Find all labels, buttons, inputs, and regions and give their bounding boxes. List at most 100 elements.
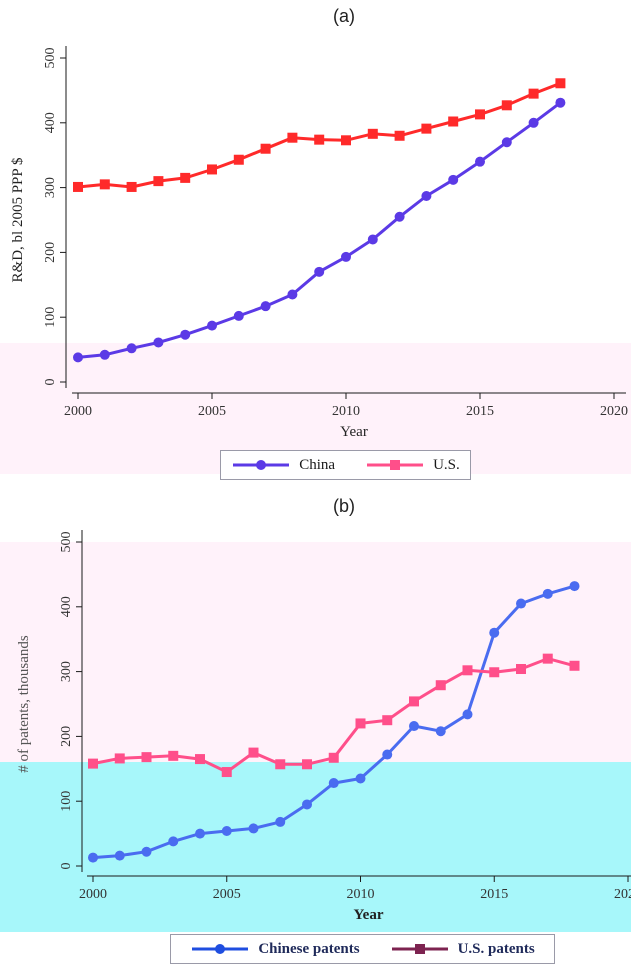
data-point — [207, 164, 217, 175]
data-point — [207, 320, 217, 331]
data-point — [409, 696, 419, 707]
data-point — [462, 709, 473, 720]
chart-b: 0 100 200 300 400 500 2000 2005 2010 2015 2020 Year… — [0, 530, 631, 932]
data-point — [489, 627, 500, 638]
legend-b-us-label: U.S. patents — [457, 940, 535, 957]
legend-b-china-label: Chinese patents — [258, 940, 360, 957]
data-point — [168, 836, 179, 847]
y-tick-label: 200 — [59, 726, 74, 747]
data-point — [275, 759, 286, 770]
data-point — [475, 109, 485, 120]
data-point — [341, 251, 351, 262]
x-tick-label: 2020 — [614, 887, 631, 902]
y-tick-label: 300 — [43, 177, 58, 198]
data-point — [314, 266, 325, 277]
x-tick-label: 2010 — [347, 887, 375, 902]
data-point — [382, 749, 393, 760]
x-tick-label: 2015 — [480, 887, 508, 902]
data-point — [394, 211, 405, 222]
data-point — [341, 135, 351, 146]
panel-a-label: (a) — [333, 6, 355, 26]
legend-a-us-label: U.S. — [433, 456, 460, 473]
data-point — [88, 852, 98, 863]
data-point — [180, 329, 191, 340]
y-tick-label: 500 — [43, 48, 58, 69]
data-point — [73, 352, 83, 363]
data-point — [435, 680, 446, 691]
data-point — [421, 191, 432, 202]
legend-b-us: U.S. patents — [390, 941, 535, 958]
y-axis-title: # of patents, thousands — [16, 635, 32, 773]
data-point — [448, 174, 459, 185]
x-tick-label: 2015 — [466, 404, 494, 419]
data-point — [153, 337, 164, 348]
y-tick-label: 0 — [59, 863, 74, 870]
data-point — [435, 726, 446, 737]
data-point — [542, 653, 553, 664]
data-point — [88, 758, 98, 769]
data-point — [99, 349, 110, 360]
data-point — [260, 301, 271, 312]
data-point — [314, 134, 325, 145]
legend-b-us-key — [391, 944, 448, 954]
data-point — [355, 773, 366, 784]
x-tick-label: 2005 — [213, 887, 241, 902]
data-point — [141, 752, 152, 763]
data-point — [328, 778, 339, 789]
x-tick-label: 2000 — [79, 887, 107, 902]
overlay-band-1 — [0, 762, 631, 896]
data-point — [516, 598, 526, 609]
legend-b: Chinese patents U.S. patents — [170, 934, 555, 964]
data-point — [555, 97, 566, 108]
data-point — [141, 846, 152, 857]
x-axis-title: Year — [340, 424, 368, 440]
data-point — [367, 234, 378, 245]
data-point — [180, 172, 191, 183]
legend-a-china-label: China — [299, 456, 336, 473]
y-axis-title: R&D, bl 2005 PPP $ — [10, 157, 26, 282]
x-tick-label: 2020 — [600, 404, 628, 419]
y-tick-label: 200 — [43, 242, 58, 263]
data-point — [302, 799, 312, 810]
legend-a-us-key — [367, 460, 424, 470]
data-point — [168, 750, 179, 761]
data-point — [221, 826, 232, 837]
data-point — [528, 88, 539, 99]
data-point — [233, 310, 244, 321]
data-point — [195, 754, 205, 765]
x-tick-label: 2010 — [332, 404, 360, 419]
y-tick-label: 0 — [43, 379, 58, 386]
legend-a-china: China — [231, 457, 335, 474]
chart-a: 0 100 200 300 400 500 2000 2005 2010 2015 2020 Year… — [0, 46, 631, 474]
data-point — [516, 664, 526, 675]
data-point — [462, 665, 473, 676]
data-point — [99, 179, 110, 190]
overlay-band-2 — [0, 896, 631, 932]
y-tick-label: 100 — [59, 791, 74, 812]
data-point — [260, 143, 271, 154]
data-point — [542, 588, 553, 599]
data-point — [475, 156, 485, 167]
data-point — [221, 767, 232, 778]
data-point — [409, 721, 419, 732]
x-axis-title: Year — [354, 907, 384, 923]
x-tick-label: 2005 — [198, 404, 226, 419]
data-point — [569, 660, 580, 671]
data-point — [126, 343, 137, 354]
y-tick-label: 400 — [59, 596, 74, 617]
data-point — [528, 117, 539, 128]
legend-b-china: Chinese patents — [190, 940, 360, 958]
data-point — [114, 753, 125, 764]
data-point — [302, 759, 312, 770]
data-point — [328, 752, 339, 763]
data-point — [126, 181, 137, 192]
data-point — [114, 850, 125, 861]
data-point — [233, 154, 244, 165]
data-point — [382, 715, 393, 726]
data-point — [73, 181, 83, 192]
data-point — [489, 667, 500, 678]
data-point — [367, 128, 378, 139]
data-point — [448, 116, 459, 127]
data-point — [569, 581, 580, 592]
legend-b-china-key — [192, 944, 249, 954]
